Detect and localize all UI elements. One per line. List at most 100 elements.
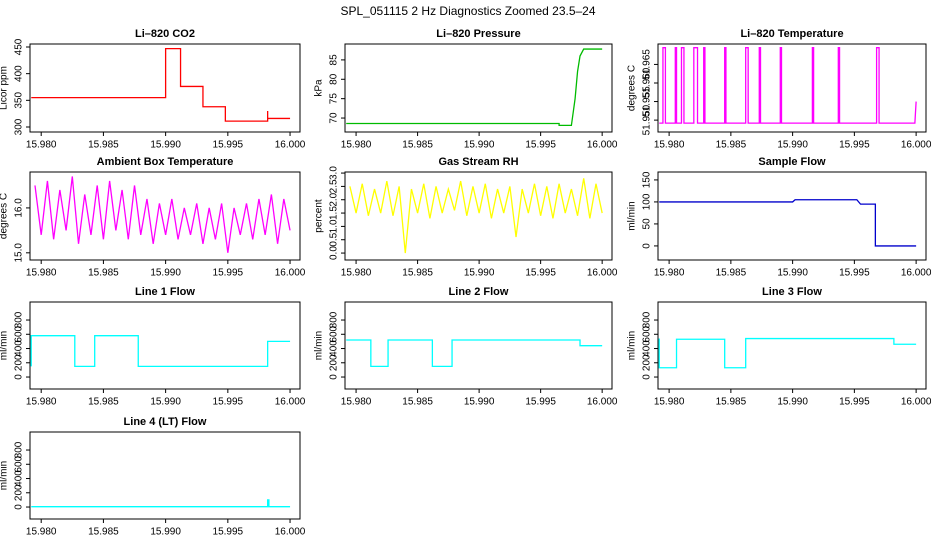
x-tick-label: 15.990 bbox=[777, 140, 808, 151]
x-tick-label: 15.980 bbox=[341, 268, 372, 279]
plot-frame bbox=[344, 171, 613, 261]
panel-title: Line 4 (LT) Flow bbox=[124, 416, 207, 428]
x-tick-label: 15.995 bbox=[839, 140, 870, 151]
plot-area bbox=[30, 335, 291, 367]
y-axis-label: degrees C bbox=[0, 193, 10, 239]
plot-area bbox=[659, 199, 917, 247]
x-tick-label: 16.000 bbox=[901, 140, 932, 151]
x-tick-label: 15.990 bbox=[464, 140, 495, 151]
plot-area bbox=[346, 339, 603, 367]
y-axis-label: ml/min bbox=[627, 201, 638, 230]
plot-area bbox=[659, 47, 917, 124]
y-tick-label: 0 bbox=[642, 374, 653, 380]
panel-title: Line 1 Flow bbox=[135, 286, 195, 298]
y-axis-label: ml/min bbox=[0, 331, 10, 360]
x-tick-label: 15.990 bbox=[150, 268, 181, 279]
x-tick-label: 15.985 bbox=[402, 140, 433, 151]
x-tick-label: 16.000 bbox=[275, 527, 306, 538]
x-tick-label: 15.995 bbox=[839, 397, 870, 408]
panel-title: Line 3 Flow bbox=[762, 286, 822, 298]
panel-title: Ambient Box Temperature bbox=[97, 156, 234, 168]
y-tick-label: 300 bbox=[14, 118, 25, 135]
plot-frame bbox=[29, 171, 301, 261]
x-tick-label: 15.985 bbox=[88, 140, 119, 151]
page-title: SPL_051115 2 Hz Diagnostics Zoomed 23.5–… bbox=[340, 4, 595, 18]
plot-area bbox=[349, 178, 603, 254]
y-tick-label: 50 bbox=[642, 218, 653, 230]
y-tick-label: 15.0 bbox=[14, 243, 25, 263]
y-tick-label: 2.5 bbox=[329, 179, 340, 193]
x-tick-label: 15.985 bbox=[716, 268, 747, 279]
y-tick-label: 1.5 bbox=[329, 206, 340, 220]
panel: Line 2 Flow ml/min 15.980 15.985 15.990 15.99… bbox=[314, 286, 618, 408]
y-axis-label: ml/min bbox=[627, 331, 638, 360]
panel: Line 4 (LT) Flow ml/min 15.980 15.985 15.990… bbox=[0, 416, 306, 538]
y-tick-label: 450 bbox=[14, 38, 25, 55]
data-line bbox=[658, 337, 917, 369]
x-tick-label: 16.000 bbox=[275, 268, 306, 279]
plot-area bbox=[31, 499, 291, 508]
y-tick-label: 0 bbox=[14, 374, 25, 380]
x-tick-label: 15.990 bbox=[777, 268, 808, 279]
y-tick-label: 600 bbox=[329, 325, 340, 342]
y-axis-label: Licor ppm bbox=[0, 66, 10, 110]
y-tick-label: 1.0 bbox=[329, 219, 340, 233]
panel-title: Li–820 Temperature bbox=[740, 28, 843, 40]
y-tick-label: 51.960 bbox=[642, 67, 653, 98]
y-tick-label: 100 bbox=[642, 193, 653, 210]
x-tick-label: 15.985 bbox=[402, 268, 433, 279]
plot-frame bbox=[657, 43, 927, 133]
y-tick-label: 0.0 bbox=[329, 246, 340, 260]
plot-frame bbox=[29, 43, 301, 133]
plot-area bbox=[31, 47, 291, 122]
y-tick-label: 0.5 bbox=[329, 232, 340, 246]
plot-frame bbox=[29, 301, 301, 390]
x-tick-label: 16.000 bbox=[275, 140, 306, 151]
y-axis-label: kPa bbox=[314, 79, 325, 97]
y-tick-label: 200 bbox=[329, 354, 340, 371]
y-tick-label: 800 bbox=[14, 311, 25, 328]
x-tick-label: 15.995 bbox=[525, 397, 556, 408]
x-tick-label: 15.995 bbox=[839, 268, 870, 279]
y-axis-label: ml/min bbox=[314, 331, 325, 360]
plot-frame bbox=[29, 431, 301, 520]
x-tick-label: 15.990 bbox=[150, 140, 181, 151]
x-tick-label: 15.995 bbox=[213, 527, 244, 538]
panel: Li–820 CO2 Licor ppm 15.980 15.985 15.990 15.… bbox=[0, 28, 306, 151]
panel: Li–820 Temperature degrees C 15.980 15.985 1… bbox=[627, 28, 932, 151]
plot-area bbox=[346, 48, 603, 127]
data-line bbox=[30, 335, 291, 367]
y-tick-label: 2.0 bbox=[329, 192, 340, 206]
y-tick-label: 800 bbox=[14, 441, 25, 458]
y-tick-label: 16.0 bbox=[14, 198, 25, 218]
x-tick-label: 15.995 bbox=[525, 140, 556, 151]
panel-title: Li–820 Pressure bbox=[436, 28, 520, 40]
y-tick-label: 400 bbox=[14, 65, 25, 82]
x-tick-label: 15.990 bbox=[150, 397, 181, 408]
data-line bbox=[31, 499, 291, 508]
y-tick-label: 70 bbox=[329, 112, 340, 124]
y-tick-label: 800 bbox=[329, 311, 340, 328]
panel-title: Line 2 Flow bbox=[449, 286, 509, 298]
y-tick-label: 75 bbox=[329, 93, 340, 105]
y-tick-label: 800 bbox=[642, 311, 653, 328]
x-tick-label: 15.985 bbox=[716, 140, 747, 151]
x-tick-label: 15.995 bbox=[525, 268, 556, 279]
x-tick-label: 15.985 bbox=[402, 397, 433, 408]
x-tick-label: 15.980 bbox=[654, 268, 685, 279]
y-tick-label: 350 bbox=[14, 92, 25, 109]
x-tick-label: 15.980 bbox=[654, 397, 685, 408]
x-tick-label: 15.980 bbox=[341, 140, 372, 151]
y-tick-label: 0 bbox=[642, 243, 653, 249]
x-tick-label: 16.000 bbox=[275, 397, 306, 408]
y-tick-label: 600 bbox=[14, 325, 25, 342]
x-tick-label: 15.990 bbox=[150, 527, 181, 538]
panel-title: Li–820 CO2 bbox=[135, 28, 195, 40]
y-tick-label: 51.955 bbox=[642, 86, 653, 117]
y-tick-label: 3.0 bbox=[329, 166, 340, 180]
y-tick-label: 200 bbox=[14, 354, 25, 371]
y-tick-label: 51.965 bbox=[642, 49, 653, 80]
y-tick-label: 600 bbox=[642, 325, 653, 342]
